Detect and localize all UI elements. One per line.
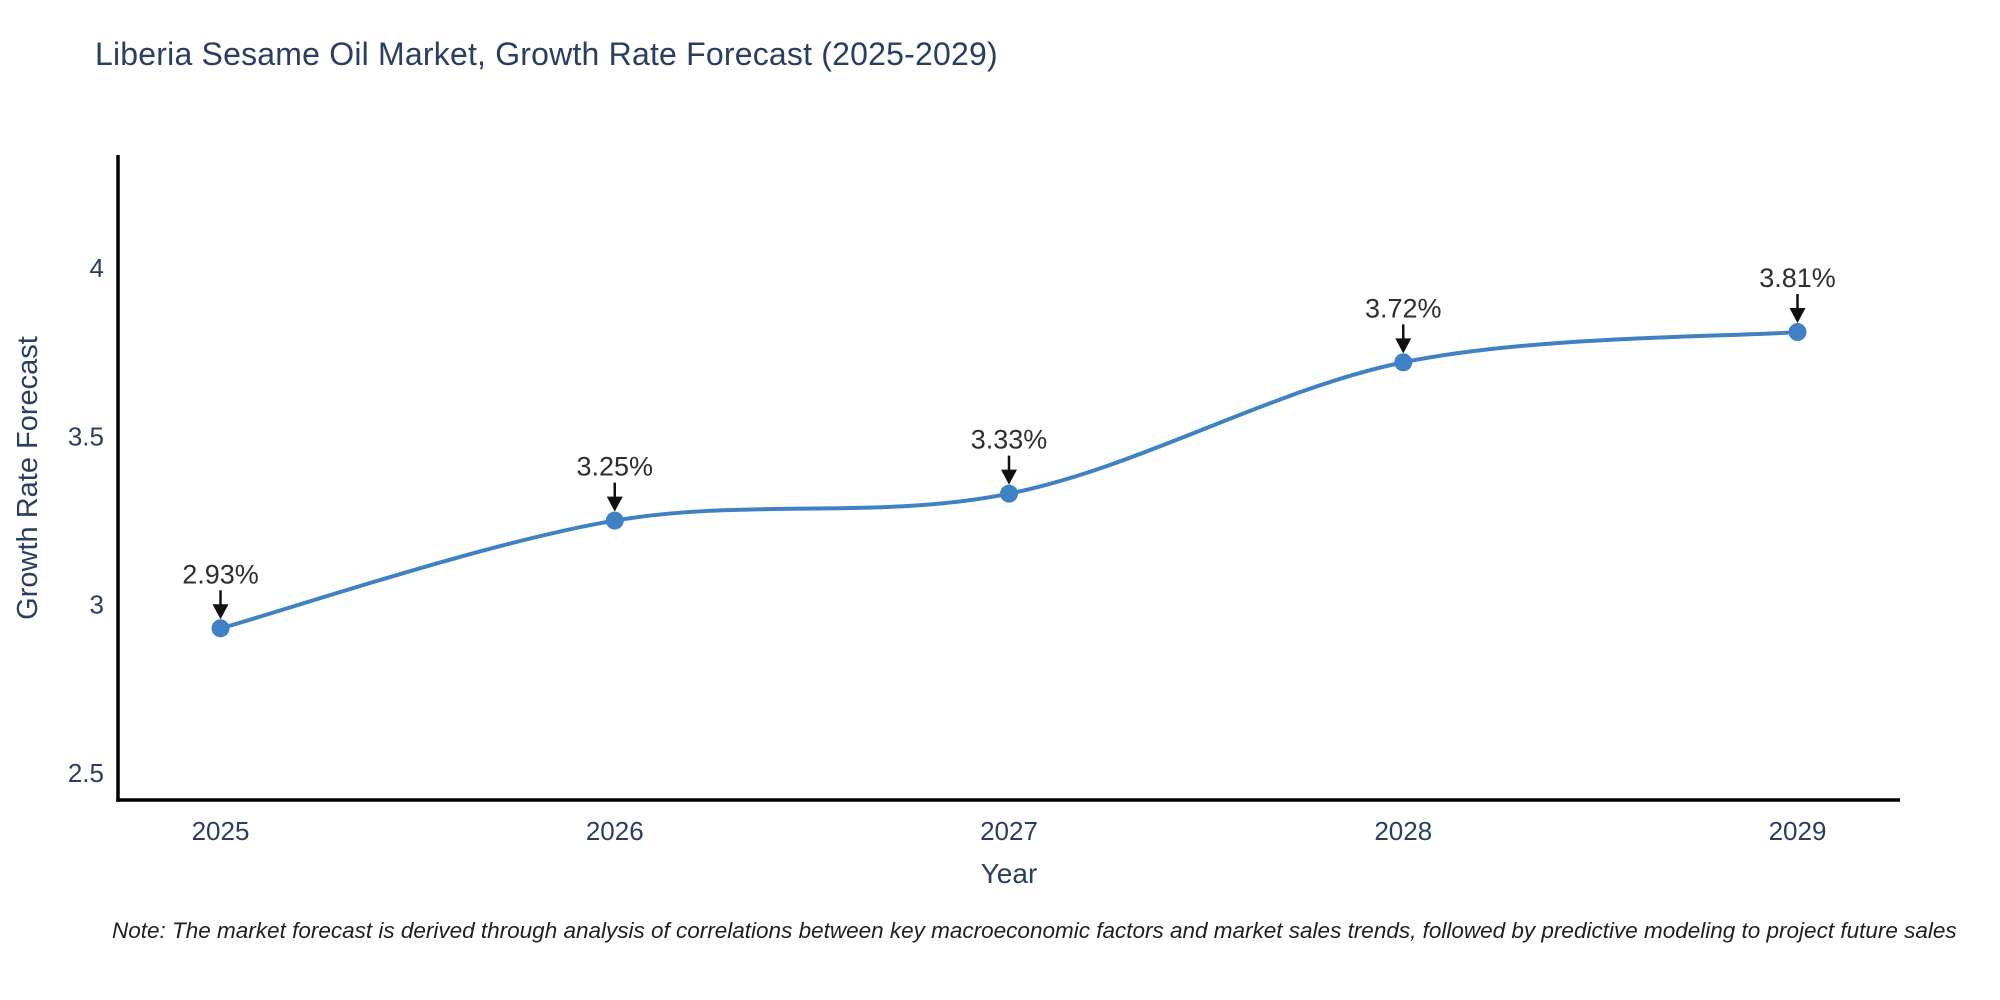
- x-tick-label: 2028: [1374, 816, 1432, 846]
- y-tick-label: 4: [90, 253, 104, 283]
- data-point-marker[interactable]: [1394, 353, 1413, 372]
- annotation-label: 2.93%: [182, 559, 259, 589]
- data-point-marker[interactable]: [605, 511, 624, 530]
- annotation-label: 3.81%: [1759, 263, 1836, 293]
- x-tick-label: 2025: [192, 816, 250, 846]
- x-tick-label: 2026: [586, 816, 644, 846]
- data-point-marker[interactable]: [1000, 484, 1018, 503]
- y-tick-label: 3: [90, 590, 104, 620]
- annotation-label: 3.72%: [1365, 293, 1442, 323]
- x-tick-label: 2029: [1769, 816, 1827, 846]
- chart-title: Liberia Sesame Oil Market, Growth Rate F…: [95, 36, 998, 72]
- annotation-arrowhead-icon: [1395, 338, 1412, 354]
- footnote: Note: The market forecast is derived thr…: [112, 918, 1957, 943]
- y-tick-label: 2.5: [68, 758, 104, 788]
- x-axis-title: Year: [980, 858, 1038, 889]
- annotation-arrowhead-icon: [1789, 308, 1806, 324]
- annotation-label: 3.33%: [971, 425, 1048, 455]
- annotation-arrowhead-icon: [1001, 469, 1017, 485]
- y-axis-title: Growth Rate Forecast: [12, 336, 44, 620]
- annotation-arrowhead-icon: [606, 496, 623, 512]
- data-point-marker[interactable]: [211, 619, 230, 638]
- annotation-label: 3.25%: [576, 452, 653, 482]
- data-point-marker[interactable]: [1788, 323, 1807, 342]
- y-tick-label: 3.5: [68, 421, 104, 451]
- annotation-arrowhead-icon: [212, 604, 229, 620]
- x-tick-label: 2027: [980, 816, 1038, 846]
